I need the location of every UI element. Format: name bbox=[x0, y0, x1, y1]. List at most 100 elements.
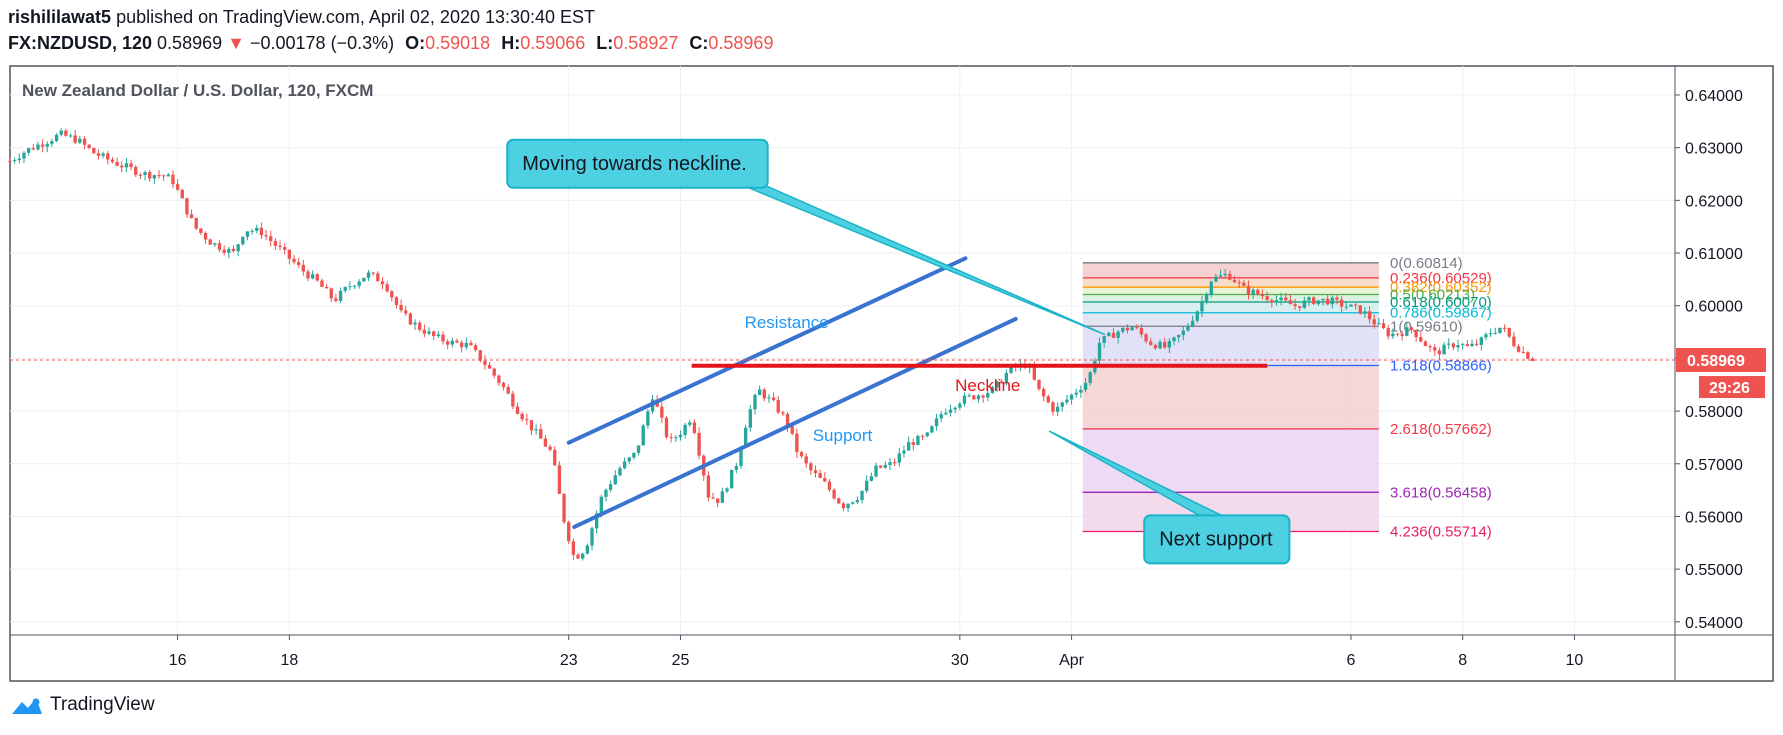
candle-body-310[interactable] bbox=[1451, 343, 1456, 348]
candle-body-255[interactable] bbox=[1195, 311, 1199, 321]
candle-body-52[interactable] bbox=[250, 231, 254, 233]
candle-body-31[interactable] bbox=[152, 175, 157, 179]
candle-body-93[interactable] bbox=[441, 334, 445, 342]
candle-body-150[interactable] bbox=[706, 475, 711, 498]
candle-body-253[interactable] bbox=[1186, 326, 1190, 331]
candle-body-322[interactable] bbox=[1507, 327, 1511, 337]
candle-body-108[interactable] bbox=[511, 393, 515, 407]
candle-body-228[interactable] bbox=[1069, 394, 1074, 400]
candle-body-131[interactable] bbox=[618, 468, 622, 476]
candle-body-301[interactable] bbox=[1409, 327, 1414, 330]
candle-body-223[interactable] bbox=[1046, 396, 1050, 403]
candle-body-185[interactable] bbox=[869, 476, 874, 481]
candle-body-130[interactable] bbox=[613, 475, 617, 485]
candle-body-325[interactable] bbox=[1521, 351, 1525, 353]
candle-body-209[interactable] bbox=[981, 395, 985, 398]
candle-body-4[interactable] bbox=[26, 148, 31, 153]
candle-body-187[interactable] bbox=[879, 465, 883, 468]
candle-body-311[interactable] bbox=[1456, 345, 1460, 348]
candle-body-287[interactable] bbox=[1344, 306, 1348, 308]
candle-body-126[interactable] bbox=[594, 513, 599, 529]
candle-body-303[interactable] bbox=[1419, 337, 1423, 342]
candle-body-25[interactable] bbox=[124, 163, 129, 168]
candle-body-145[interactable] bbox=[683, 424, 687, 435]
candle-body-283[interactable] bbox=[1325, 298, 1330, 305]
candle-body-5[interactable] bbox=[31, 148, 35, 150]
candle-body-190[interactable] bbox=[892, 462, 897, 464]
candle-body-44[interactable] bbox=[213, 243, 217, 245]
candle-body-261[interactable] bbox=[1223, 273, 1227, 276]
candle-body-296[interactable] bbox=[1386, 328, 1390, 337]
candle-body-295[interactable] bbox=[1381, 323, 1386, 329]
candle-body-157[interactable] bbox=[739, 447, 743, 467]
candle-body-211[interactable] bbox=[990, 387, 995, 393]
candle-body-153[interactable] bbox=[720, 491, 725, 503]
candle-body-206[interactable] bbox=[967, 395, 971, 397]
candle-body-2[interactable] bbox=[17, 158, 21, 161]
candle-body-103[interactable] bbox=[487, 364, 492, 369]
candle-body-49[interactable] bbox=[236, 244, 240, 252]
support-label[interactable]: Support bbox=[813, 426, 873, 445]
candle-body-85[interactable] bbox=[404, 310, 408, 314]
candle-body-266[interactable] bbox=[1246, 285, 1251, 295]
candle-body-107[interactable] bbox=[506, 387, 510, 394]
candle-body-243[interactable] bbox=[1139, 328, 1144, 335]
support-trendline[interactable] bbox=[572, 316, 1018, 529]
candle-body-162[interactable] bbox=[762, 389, 766, 399]
candle-body-293[interactable] bbox=[1372, 319, 1376, 325]
candle-body-26[interactable] bbox=[129, 163, 133, 168]
candle-body-143[interactable] bbox=[674, 437, 678, 439]
candle-body-215[interactable] bbox=[1009, 365, 1013, 373]
candle-body-252[interactable] bbox=[1181, 330, 1185, 335]
candle-body-23[interactable] bbox=[115, 162, 119, 166]
candle-body-191[interactable] bbox=[897, 453, 901, 463]
candle-body-144[interactable] bbox=[678, 434, 683, 438]
candle-body-199[interactable] bbox=[934, 418, 939, 427]
candle-body-172[interactable] bbox=[809, 463, 813, 471]
candle-body-192[interactable] bbox=[902, 450, 906, 454]
candle-body-80[interactable] bbox=[380, 281, 385, 285]
candle-body-27[interactable] bbox=[134, 167, 138, 175]
candle-body-122[interactable] bbox=[576, 554, 580, 559]
candle-body-18[interactable] bbox=[92, 147, 96, 154]
neckline-label[interactable]: Neckline bbox=[955, 376, 1020, 395]
candle-body-210[interactable] bbox=[986, 392, 990, 398]
candle-body-202[interactable] bbox=[948, 409, 953, 413]
candle-body-290[interactable] bbox=[1358, 305, 1362, 314]
candle-body-298[interactable] bbox=[1395, 333, 1400, 335]
candle-body-251[interactable] bbox=[1176, 334, 1181, 338]
candle-body-259[interactable] bbox=[1214, 276, 1218, 282]
candle-body-82[interactable] bbox=[390, 291, 394, 298]
candle-body-244[interactable] bbox=[1144, 334, 1148, 342]
candle-body-213[interactable] bbox=[1000, 381, 1004, 384]
candle-body-84[interactable] bbox=[399, 304, 403, 311]
candle-body-269[interactable] bbox=[1260, 294, 1265, 297]
candle-body-257[interactable] bbox=[1204, 294, 1209, 302]
candle-body-316[interactable] bbox=[1479, 337, 1483, 345]
candle-body-140[interactable] bbox=[660, 406, 664, 418]
candle-body-315[interactable] bbox=[1474, 343, 1479, 345]
candle-body-73[interactable] bbox=[348, 286, 352, 288]
candle-body-292[interactable] bbox=[1367, 311, 1372, 320]
candle-body-160[interactable] bbox=[753, 395, 757, 410]
candle-body-189[interactable] bbox=[888, 462, 892, 465]
candle-body-327[interactable] bbox=[1530, 358, 1535, 361]
candle-body-201[interactable] bbox=[944, 412, 948, 415]
candle-body-116[interactable] bbox=[548, 446, 552, 450]
candle-body-230[interactable] bbox=[1079, 389, 1083, 393]
candle-body-34[interactable] bbox=[166, 174, 170, 177]
candle-body-324[interactable] bbox=[1516, 346, 1521, 352]
candle-body-314[interactable] bbox=[1470, 343, 1474, 347]
candle-body-111[interactable] bbox=[525, 419, 529, 421]
candle-body-78[interactable] bbox=[371, 272, 375, 274]
candle-body-97[interactable] bbox=[459, 342, 464, 348]
candle-body-156[interactable] bbox=[734, 466, 739, 470]
candle-body-6[interactable] bbox=[36, 144, 40, 150]
candle-body-240[interactable] bbox=[1125, 327, 1130, 331]
candle-body-173[interactable] bbox=[813, 470, 818, 474]
candle-body-95[interactable] bbox=[450, 340, 454, 345]
candle-body-326[interactable] bbox=[1526, 352, 1530, 359]
candle-body-21[interactable] bbox=[106, 153, 110, 160]
candle-body-289[interactable] bbox=[1353, 304, 1358, 306]
candle-body-72[interactable] bbox=[343, 287, 347, 291]
